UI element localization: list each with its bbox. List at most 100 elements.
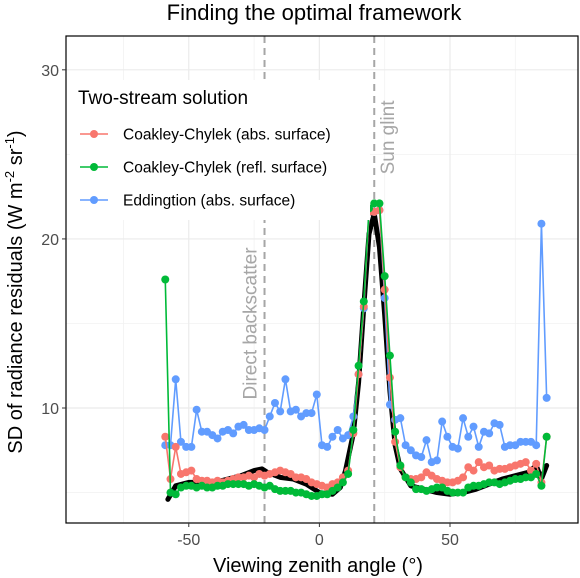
data-point	[417, 473, 426, 482]
legend-point	[90, 130, 98, 138]
data-point	[307, 409, 316, 418]
data-point	[281, 375, 290, 384]
legend-label: Coakley-Chylek (abs. surface)	[123, 127, 331, 144]
data-point	[171, 490, 180, 499]
y-axis-label-main: SD of radiance residuals (W m	[5, 182, 27, 453]
data-point	[161, 432, 170, 441]
data-point	[333, 425, 342, 434]
data-point	[542, 432, 551, 441]
data-point	[396, 414, 405, 423]
data-point	[401, 441, 410, 450]
x-axis-ticks: -50 0 50	[177, 523, 459, 549]
y-axis-label-sup2: -1	[2, 137, 17, 149]
data-point	[406, 446, 415, 455]
data-point	[459, 414, 468, 423]
data-point	[469, 422, 478, 431]
data-point	[438, 417, 447, 426]
reference-vlines	[263, 36, 376, 523]
series-group	[161, 199, 551, 500]
data-point	[192, 405, 201, 414]
data-point	[312, 390, 321, 399]
data-point	[443, 432, 452, 441]
data-point	[187, 466, 196, 475]
data-point	[417, 453, 426, 462]
y-tick-label: 30	[41, 63, 59, 80]
data-point	[276, 407, 285, 416]
data-point	[229, 429, 238, 438]
data-point	[323, 442, 332, 451]
legend-item: Coakley-Chylek (abs. surface)	[80, 127, 331, 144]
data-point	[459, 473, 468, 482]
data-point	[532, 469, 541, 478]
data-point	[349, 425, 358, 434]
data-point	[474, 458, 483, 467]
data-point	[453, 444, 462, 453]
data-point	[485, 429, 494, 438]
legend-item: Coakley-Chylek (refl. surface)	[80, 160, 327, 177]
data-point	[469, 466, 478, 475]
data-point	[333, 483, 342, 492]
chart-title: Finding the optimal framework	[167, 0, 463, 25]
reference-line-path	[165, 211, 550, 502]
y-axis-label-end: )	[5, 130, 27, 137]
annotation-label: Direct backscatter	[241, 247, 262, 400]
y-axis-label-mid: sr	[5, 148, 27, 171]
data-point	[485, 461, 494, 470]
data-point	[338, 478, 347, 487]
panel-border	[65, 35, 579, 524]
series-line	[164, 202, 548, 497]
data-point	[291, 405, 300, 414]
annotations: Direct backscatter Sun glint	[241, 100, 400, 400]
reference-line	[165, 211, 550, 502]
data-point	[171, 375, 180, 384]
data-point	[474, 442, 483, 451]
data-point	[171, 442, 180, 451]
x-tick-label: -50	[177, 532, 200, 549]
legend-point	[90, 196, 98, 204]
data-point	[396, 461, 405, 470]
x-axis-label: Viewing zenith angle (°)	[213, 555, 423, 577]
legend-label: Eddingtion (abs. surface)	[123, 193, 295, 210]
data-point	[542, 393, 551, 402]
data-point	[537, 481, 546, 490]
data-point	[521, 458, 530, 467]
data-point	[375, 199, 384, 208]
y-axis-label: SD of radiance residuals (W m-2 sr-1)	[2, 130, 27, 453]
data-point	[380, 285, 389, 294]
data-point	[260, 425, 269, 434]
x-tick-label: 50	[441, 532, 459, 549]
data-point	[344, 469, 353, 478]
data-point	[349, 412, 358, 421]
y-axis-label-sup1: -2	[2, 171, 17, 183]
series-line	[164, 209, 548, 489]
data-point	[270, 398, 279, 407]
data-point	[537, 219, 546, 228]
data-point	[422, 436, 431, 445]
data-point	[380, 272, 389, 281]
legend-background	[70, 80, 370, 220]
data-point	[265, 412, 274, 421]
legend-items: Coakley-Chylek (abs. surface) Coakley-Chy…	[80, 127, 331, 210]
data-point	[406, 478, 415, 487]
data-point	[328, 432, 337, 441]
data-point	[401, 473, 410, 482]
data-point	[354, 361, 363, 370]
data-point	[532, 459, 541, 468]
data-point	[239, 420, 248, 429]
data-point	[161, 275, 170, 284]
y-axis-ticks: 10 20 30	[41, 63, 66, 418]
x-tick-label: 0	[315, 532, 324, 549]
data-point	[532, 441, 541, 450]
series-coakley_abs	[161, 206, 551, 492]
legend-title: Two-stream solution	[78, 88, 248, 109]
series-coakley_refl	[161, 199, 551, 500]
data-point	[213, 434, 222, 443]
legend-point	[90, 163, 98, 171]
data-point	[385, 373, 394, 382]
data-point	[359, 297, 368, 306]
data-point	[385, 351, 394, 360]
legend: Two-stream solution Coakley-Chylek (abs.…	[70, 80, 370, 220]
legend-label: Coakley-Chylek (refl. surface)	[123, 160, 327, 177]
data-point	[495, 420, 504, 429]
